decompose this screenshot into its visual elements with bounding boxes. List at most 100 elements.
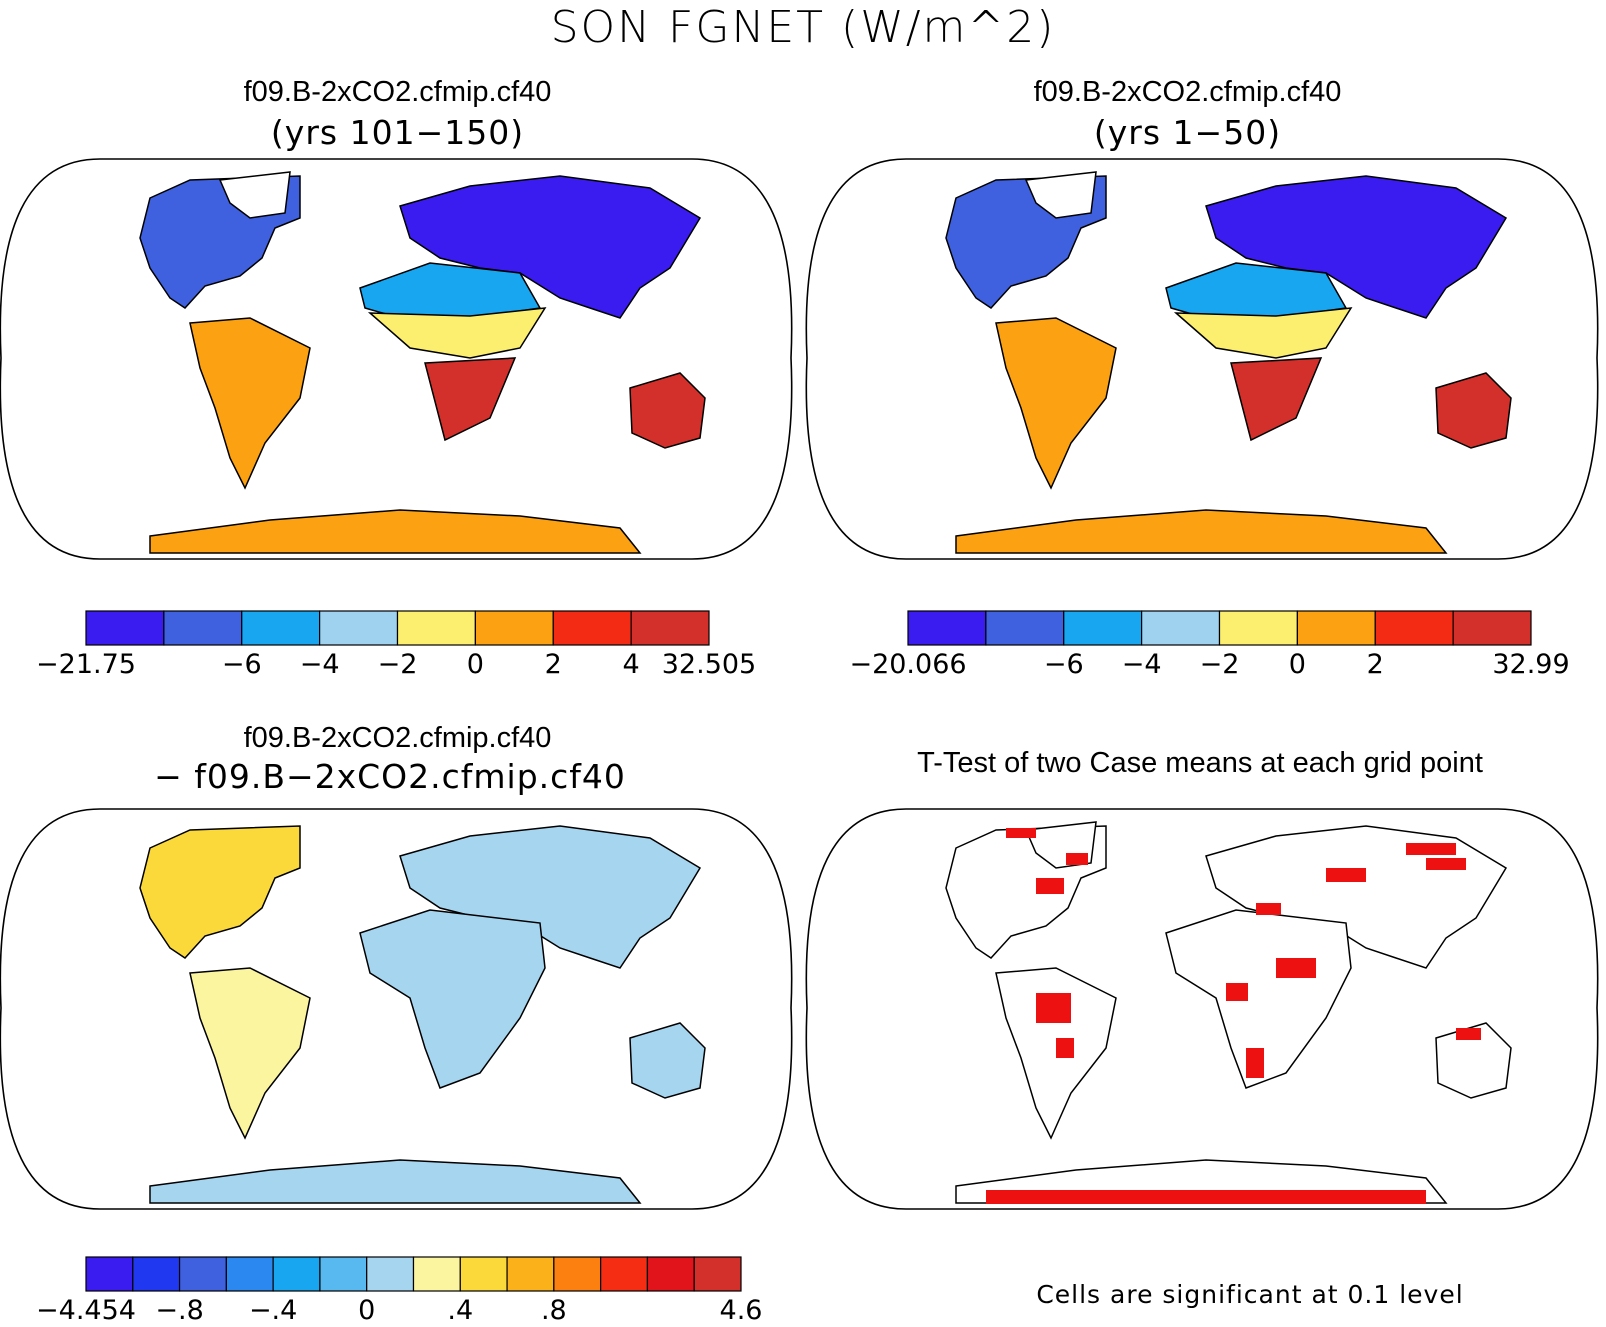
region-australia <box>1435 1022 1512 1099</box>
colorbar-tick-label: −6 <box>222 649 262 680</box>
colorbar-swatch <box>241 610 321 646</box>
colorbar-tick-label: −.4 <box>249 1295 297 1326</box>
colorbar-swatch <box>1374 610 1454 646</box>
colorbar-tick-label: −.8 <box>155 1295 203 1326</box>
region-greenland <box>218 171 291 219</box>
map-panel-bottom-left <box>0 808 793 1210</box>
colorbar-swatch <box>319 1256 368 1292</box>
colorbar-swatch <box>1063 610 1143 646</box>
region-sahel <box>1173 307 1353 359</box>
colorbar-tick-label: .4 <box>447 1295 473 1326</box>
significant-cell <box>1406 843 1456 855</box>
significance-note: Cells are significant at 0.1 level <box>1036 1280 1464 1309</box>
colorbar-swatch <box>396 610 476 646</box>
colorbar-tick-label: 32.505 <box>662 649 756 680</box>
map-border <box>805 158 1599 560</box>
colorbar-swatch <box>366 1256 415 1292</box>
colorbar-swatch <box>646 1256 695 1292</box>
panel-bottom-right-title: T-Test of two Case means at each grid po… <box>917 747 1483 779</box>
colorbar-tick-label: .8 <box>541 1295 567 1326</box>
significant-cell <box>1036 878 1064 894</box>
significant-cell <box>1256 903 1281 915</box>
region-south-america <box>189 967 311 1140</box>
colorbar-tick-label: 0 <box>358 1295 375 1326</box>
colorbar-swatch <box>474 610 554 646</box>
region-australia <box>629 1022 706 1099</box>
panel-top-left-subtitle: (yrs 101−150) <box>270 113 525 152</box>
colorbar-tick-label: 2 <box>545 649 562 680</box>
colorbar-swatch <box>178 1256 227 1292</box>
colorbar-swatch <box>552 610 632 646</box>
colorbar-tick-label: −2 <box>378 649 418 680</box>
map-land-group <box>139 171 706 554</box>
colorbar-tick-label: −4 <box>300 649 340 680</box>
significant-cell <box>1066 853 1088 865</box>
colorbar-top-right: −20.066 −6 −4 −2 0 2 32.99 <box>849 610 1570 680</box>
map-panel-bottom-right <box>805 808 1599 1210</box>
colorbar-tick-label: −4 <box>1122 649 1162 680</box>
colorbar-tick-label: 0 <box>1289 649 1306 680</box>
colorbar-tick-label: 4 <box>623 649 640 680</box>
colorbar-swatch <box>272 1256 321 1292</box>
region-australia <box>1435 372 1512 449</box>
map-border <box>805 808 1599 1210</box>
colorbar-tick-label: −4.454 <box>36 1295 136 1326</box>
figure-title: SON FGNET (W/m^2) <box>550 2 1056 53</box>
map-land-group <box>139 825 706 1204</box>
colorbar-swatch <box>630 610 710 646</box>
colorbar-swatch <box>985 610 1065 646</box>
colorbar-swatch <box>553 1256 602 1292</box>
map-land-group <box>945 171 1512 554</box>
region-south-america <box>189 317 311 490</box>
panel-top-left-title: f09.B-2xCO2.cfmip.cf40 <box>243 76 552 108</box>
colorbar-swatch <box>1141 610 1221 646</box>
region-australia <box>629 372 706 449</box>
panel-bottom-left-title: f09.B-2xCO2.cfmip.cf40 <box>243 722 552 754</box>
map-border <box>0 158 793 560</box>
colorbar-swatch <box>907 610 987 646</box>
significant-cell <box>1226 983 1248 1001</box>
colorbar-swatch <box>225 1256 274 1292</box>
colorbar-tick-label: −6 <box>1044 649 1084 680</box>
region-southern-africa <box>424 357 517 442</box>
colorbar-tick-label: 4.6 <box>720 1295 763 1326</box>
colorbar-swatch <box>693 1256 742 1292</box>
region-sahel <box>367 307 547 359</box>
region-south-america <box>995 317 1117 490</box>
panel-bottom-left-subtitle: − f09.B−2xCO2.cfmip.cf40 <box>154 757 626 796</box>
region-antarctica <box>149 509 642 554</box>
significant-cell <box>1326 868 1366 882</box>
colorbar-tick-label: −2 <box>1200 649 1240 680</box>
region-europe-asia <box>399 175 702 319</box>
colorbar-top-left: −21.75 −6 −4 −2 0 2 4 32.505 <box>36 610 756 680</box>
significant-cell <box>1006 828 1036 838</box>
colorbar-swatch <box>1296 610 1376 646</box>
panel-top-right-subtitle: (yrs 1−50) <box>1093 113 1282 152</box>
colorbar-swatch <box>85 1256 134 1292</box>
significant-cell <box>986 1190 1426 1204</box>
colorbar-tick-label: 32.99 <box>1492 649 1569 680</box>
significant-cell <box>1456 1028 1481 1040</box>
map-land-group <box>945 821 1512 1204</box>
significant-cell <box>1036 993 1071 1023</box>
colorbar-tick-label: 0 <box>467 649 484 680</box>
colorbar-swatch <box>85 610 165 646</box>
region-southern-africa <box>1230 357 1323 442</box>
colorbar-tick-label: −21.75 <box>36 649 136 680</box>
region-north-america <box>139 825 301 959</box>
map-panel-top-left <box>0 158 793 560</box>
region-europe-asia <box>399 825 702 969</box>
panel-top-right-title: f09.B-2xCO2.cfmip.cf40 <box>1033 76 1342 108</box>
colorbar-swatch <box>1218 610 1298 646</box>
region-antarctica <box>955 509 1448 554</box>
significant-cell <box>1426 858 1466 870</box>
colorbar-swatch <box>600 1256 649 1292</box>
colorbar-swatch <box>412 1256 461 1292</box>
region-europe-asia <box>1205 175 1508 319</box>
colorbar-bottom-left: −4.454 −.8 −.4 0 .4 .8 4.6 <box>36 1256 762 1326</box>
region-greenland <box>1024 171 1097 219</box>
colorbar-swatch <box>319 610 399 646</box>
map-border <box>0 808 793 1210</box>
significant-cell <box>1276 958 1316 978</box>
colorbar-swatch <box>506 1256 555 1292</box>
